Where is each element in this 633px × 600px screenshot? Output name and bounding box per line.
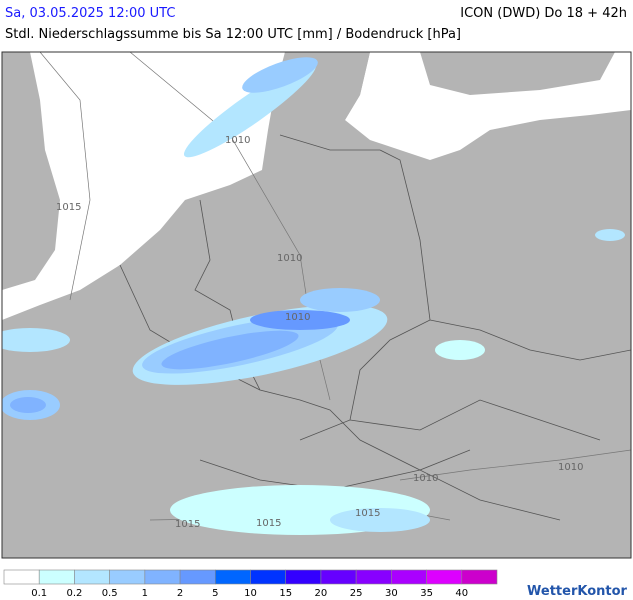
north-sea bbox=[2, 52, 285, 320]
isobar-label: 1010 bbox=[413, 473, 438, 484]
legend-label: 0.1 bbox=[31, 588, 47, 599]
legend-swatch bbox=[109, 569, 146, 585]
legend-swatch bbox=[320, 569, 357, 585]
legend-swatch bbox=[3, 569, 40, 585]
map-frame bbox=[1, 51, 632, 559]
legend-swatch bbox=[74, 569, 110, 585]
legend-label: 40 bbox=[455, 588, 468, 599]
legend-swatch bbox=[214, 569, 251, 585]
legend-label: 15 bbox=[279, 588, 292, 599]
legend-swatch bbox=[179, 569, 216, 585]
isobar-label: 1010 bbox=[285, 312, 310, 323]
legend-label: 35 bbox=[420, 588, 433, 599]
legend-swatch bbox=[144, 569, 181, 585]
legend-swatch bbox=[391, 569, 427, 585]
isobar-label: 1010 bbox=[558, 462, 583, 473]
precipitation bbox=[2, 57, 625, 535]
legend-label: 2 bbox=[177, 588, 183, 599]
valid-time: Sa, 03.05.2025 12:00 UTC bbox=[5, 6, 176, 21]
isobar-label: 1015 bbox=[56, 202, 81, 213]
map-area: 1010 1015 1010 1010 1010 1010 1015 1015 … bbox=[2, 52, 631, 558]
legend-swatch bbox=[355, 569, 392, 585]
legend-swatch bbox=[285, 569, 322, 585]
legend-label: 1 bbox=[142, 588, 148, 599]
legend-swatch bbox=[250, 569, 287, 585]
isobar-label: 1015 bbox=[175, 519, 200, 530]
model-run: ICON (DWD) Do 18 + 42h bbox=[460, 6, 627, 21]
isobar-label: 1010 bbox=[225, 135, 250, 146]
legend-swatch bbox=[426, 569, 463, 585]
isobar-label: 1015 bbox=[256, 518, 281, 529]
logo: WetterKontor bbox=[527, 584, 628, 599]
baltic-sea bbox=[345, 52, 631, 160]
legend: 0.1 0.2 0.5 1 2 5 10 15 20 25 30 35 40 bbox=[3, 569, 498, 599]
subtitle: Stdl. Niederschlagssumme bis Sa 12:00 UT… bbox=[5, 27, 461, 42]
legend-swatch bbox=[38, 569, 75, 585]
legend-label: 30 bbox=[385, 588, 398, 599]
legend-swatch bbox=[461, 569, 498, 585]
legend-label: 25 bbox=[350, 588, 363, 599]
legend-label: 0.2 bbox=[66, 588, 82, 599]
isobar-label: 1010 bbox=[277, 253, 302, 264]
legend-label: 5 bbox=[212, 588, 218, 599]
legend-label: 10 bbox=[244, 588, 257, 599]
legend-label: 20 bbox=[315, 588, 328, 599]
isobar-label: 1015 bbox=[355, 508, 380, 519]
legend-label: 0.5 bbox=[102, 588, 118, 599]
